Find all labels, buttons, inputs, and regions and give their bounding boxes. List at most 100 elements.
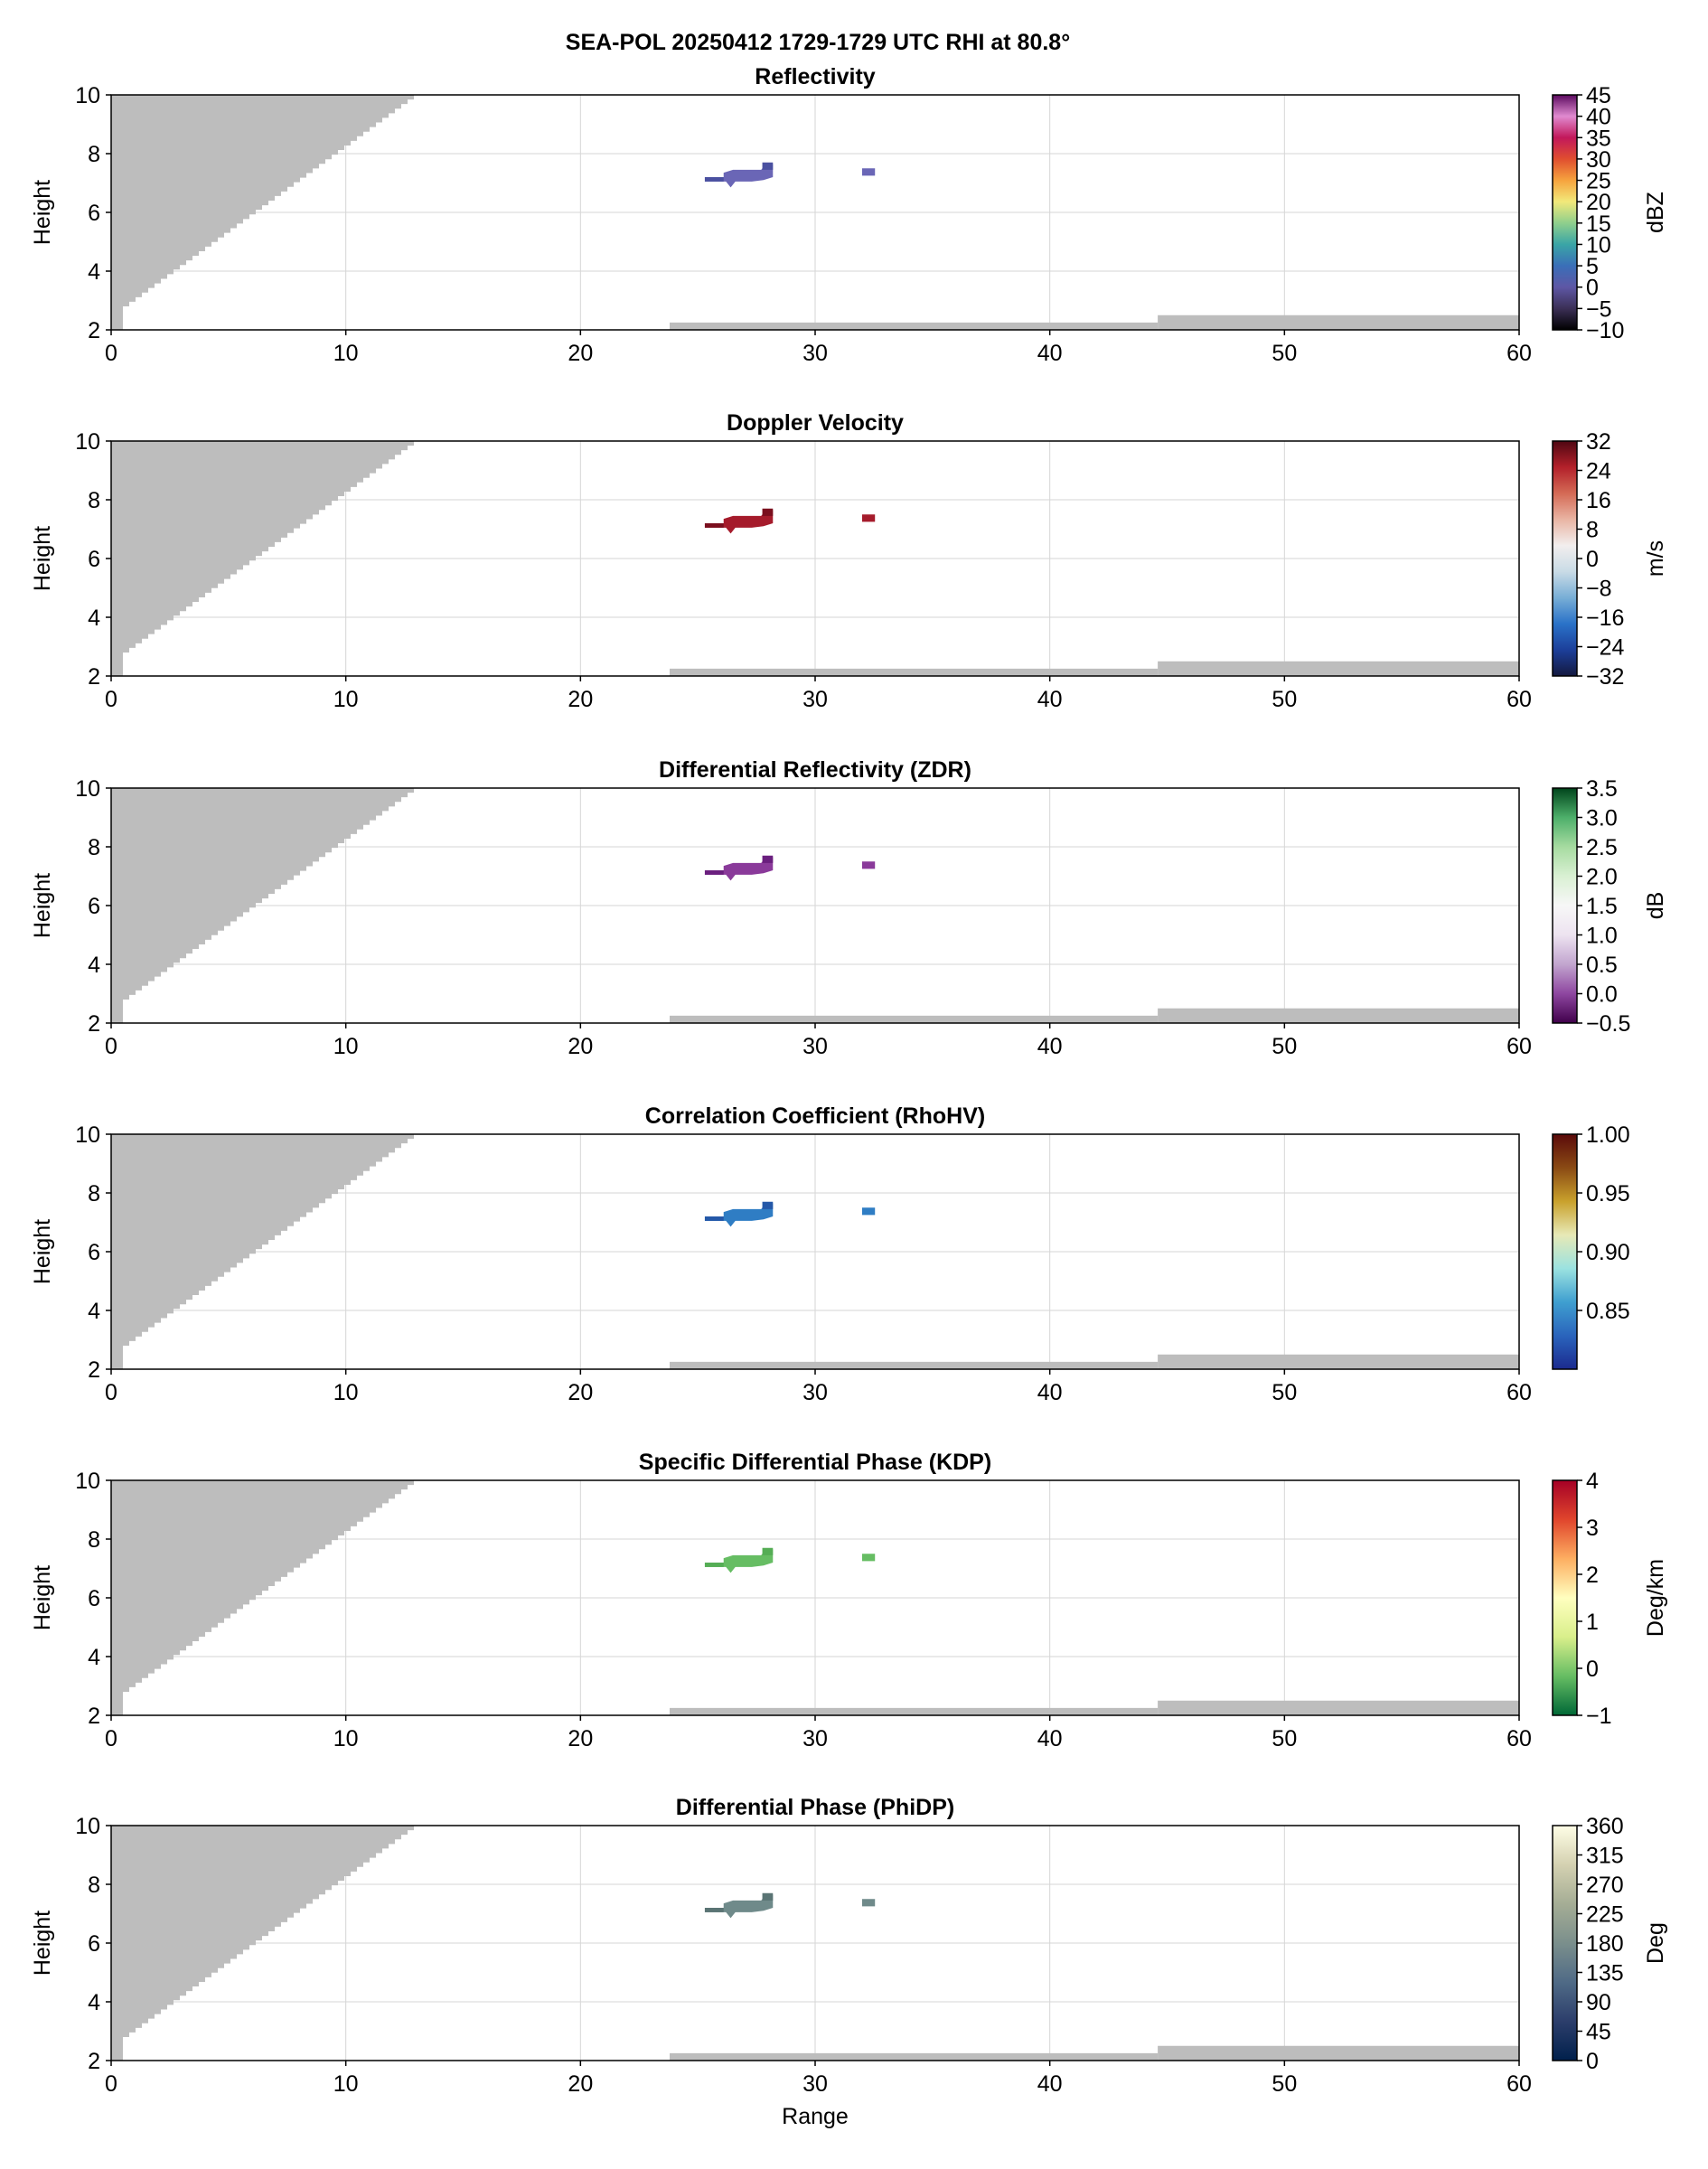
blocked-region xyxy=(111,788,1519,1023)
colorbar-tick-label: 135 xyxy=(1586,1961,1624,1986)
colorbar-tick-label: 1.0 xyxy=(1586,924,1618,949)
panel-svg: Differential Phase (PhiDP)0 10 20 30 40 50 60R… xyxy=(30,1795,1668,2129)
y-axis: 2 4 6 8 10 xyxy=(75,1814,111,2074)
y-tick-label: 8 xyxy=(88,1527,100,1553)
y-axis-label: Height xyxy=(30,873,55,938)
x-tick-label: 0 xyxy=(105,687,117,712)
colorbar: 0 45 90 135 180 225 270 315 360 Deg xyxy=(1552,1814,1668,2074)
y-tick-label: 8 xyxy=(88,1873,100,1898)
x-tick-label: 20 xyxy=(568,2071,593,2097)
blocked-strip-near xyxy=(670,2052,1159,2061)
blocked-region xyxy=(111,441,1519,676)
x-tick-label: 10 xyxy=(333,1726,359,1751)
echo-small xyxy=(861,1207,876,1216)
colorbar-tick-label: 20 xyxy=(1586,190,1611,215)
blocked-wedge xyxy=(111,1134,414,1369)
echo-cell xyxy=(704,508,876,534)
y-tick-label: 2 xyxy=(88,1011,100,1037)
panel-svg: Differential Reflectivity (ZDR)0 10 20 30 40… xyxy=(30,757,1668,1059)
blocked-strip-far xyxy=(1158,1008,1519,1023)
colorbar-tick-label: 180 xyxy=(1586,1931,1624,1957)
blocked-strip-far xyxy=(1158,661,1519,676)
colorbar-tick-label: 0.85 xyxy=(1586,1299,1630,1324)
y-tick-label: 10 xyxy=(75,1814,100,1839)
echo-small xyxy=(861,168,876,176)
x-tick-label: 50 xyxy=(1272,2071,1297,2097)
colorbar-tick-label: 45 xyxy=(1586,83,1611,108)
blocked-strip-near xyxy=(670,1707,1159,1715)
x-tick-label: 40 xyxy=(1037,1034,1063,1059)
x-tick-label: 10 xyxy=(333,1034,359,1059)
colorbar-label: dB xyxy=(1643,892,1668,920)
y-tick-label: 10 xyxy=(75,83,100,108)
blocked-strip-near xyxy=(670,1361,1159,1369)
x-tick-label: 50 xyxy=(1272,1726,1297,1751)
colorbar-tick-label: 0.95 xyxy=(1586,1181,1630,1207)
colorbar-tick-label: −8 xyxy=(1586,577,1612,602)
x-axis: 0 10 20 30 40 50 60 xyxy=(105,676,1532,712)
colorbar-scale xyxy=(1552,787,1578,1024)
y-tick-label: 6 xyxy=(88,547,100,572)
x-tick-label: 40 xyxy=(1037,687,1063,712)
colorbar-tick-label: 3.5 xyxy=(1586,776,1618,802)
x-tick-label: 20 xyxy=(568,341,593,366)
echo-top xyxy=(762,508,774,516)
colorbar-tick-label: −24 xyxy=(1586,635,1625,661)
panel-1: Reflectivity 0 10 20 30 40 50 60 2 4 6 8 10 Height −10… xyxy=(0,41,1708,384)
y-tick-label: 2 xyxy=(88,664,100,690)
x-axis: 0 10 20 30 40 50 60 xyxy=(105,330,1532,366)
blocked-strip-far xyxy=(1158,2045,1519,2061)
colorbar-tick-label: 35 xyxy=(1586,126,1611,151)
x-tick-label: 40 xyxy=(1037,1726,1063,1751)
colorbar-label: Deg/km xyxy=(1643,1559,1668,1637)
y-tick-label: 2 xyxy=(88,318,100,343)
x-tick-label: 0 xyxy=(105,341,117,366)
y-tick-label: 6 xyxy=(88,201,100,226)
x-tick-label: 50 xyxy=(1272,1034,1297,1059)
x-tick-label: 60 xyxy=(1506,1380,1532,1405)
y-tick-label: 4 xyxy=(88,1645,100,1670)
echo-top xyxy=(762,855,774,863)
colorbar-tick-label: 10 xyxy=(1586,232,1611,258)
x-tick-label: 50 xyxy=(1272,1380,1297,1405)
y-axis-label: Height xyxy=(30,1565,55,1630)
figure-title: SEA-POL 20250412 1729-1729 UTC RHI at 80… xyxy=(565,30,1071,55)
colorbar-tick-label: −1 xyxy=(1586,1704,1612,1729)
y-tick-label: 6 xyxy=(88,1931,100,1957)
x-tick-label: 0 xyxy=(105,1726,117,1751)
colorbar-tick-label: −10 xyxy=(1586,318,1624,343)
echo-cell xyxy=(704,855,876,881)
colorbar-tick-label: 0.5 xyxy=(1586,953,1618,978)
colorbar-tick-label: 30 xyxy=(1586,147,1611,173)
blocked-strip-far xyxy=(1158,1354,1519,1369)
x-tick-label: 60 xyxy=(1506,2071,1532,2097)
colorbar: −32 −24 −16 −8 0 8 16 24 32 m/s xyxy=(1552,429,1668,690)
x-tick-label: 10 xyxy=(333,2071,359,2097)
panel-title: Differential Reflectivity (ZDR) xyxy=(659,757,971,783)
colorbar-tick-label: 2.0 xyxy=(1586,865,1618,890)
x-tick-label: 30 xyxy=(802,1726,828,1751)
panel-5: Specific Differential Phase (KDP) 0 10 20 30… xyxy=(0,1426,1708,1770)
x-tick-label: 40 xyxy=(1037,2071,1063,2097)
y-axis-label: Height xyxy=(30,526,55,591)
colorbar-tick-label: 1.00 xyxy=(1586,1122,1630,1148)
colorbar-label: Deg xyxy=(1643,1922,1668,1964)
echo-edge xyxy=(704,1216,724,1221)
panel-2: Doppler Velocity 0 10 20 30 40 50 60 2 4 6 8 10 Heigh… xyxy=(0,387,1708,730)
blocked-wedge xyxy=(111,441,414,676)
colorbar-tick-label: 16 xyxy=(1586,488,1611,513)
colorbar-tick-label: 2.5 xyxy=(1586,835,1618,860)
colorbar-tick-label: 3.0 xyxy=(1586,806,1618,831)
y-tick-label: 10 xyxy=(75,776,100,802)
x-tick-label: 30 xyxy=(802,2071,828,2097)
colorbar-scale xyxy=(1552,1825,1578,2061)
y-axis-label: Height xyxy=(30,1219,55,1284)
y-tick-label: 4 xyxy=(88,606,100,631)
echo-edge xyxy=(704,1908,724,1912)
colorbar-scale xyxy=(1552,440,1578,677)
colorbar-tick-label: 0 xyxy=(1586,1657,1599,1682)
x-tick-label: 60 xyxy=(1506,1034,1532,1059)
x-tick-label: 40 xyxy=(1037,1380,1063,1405)
